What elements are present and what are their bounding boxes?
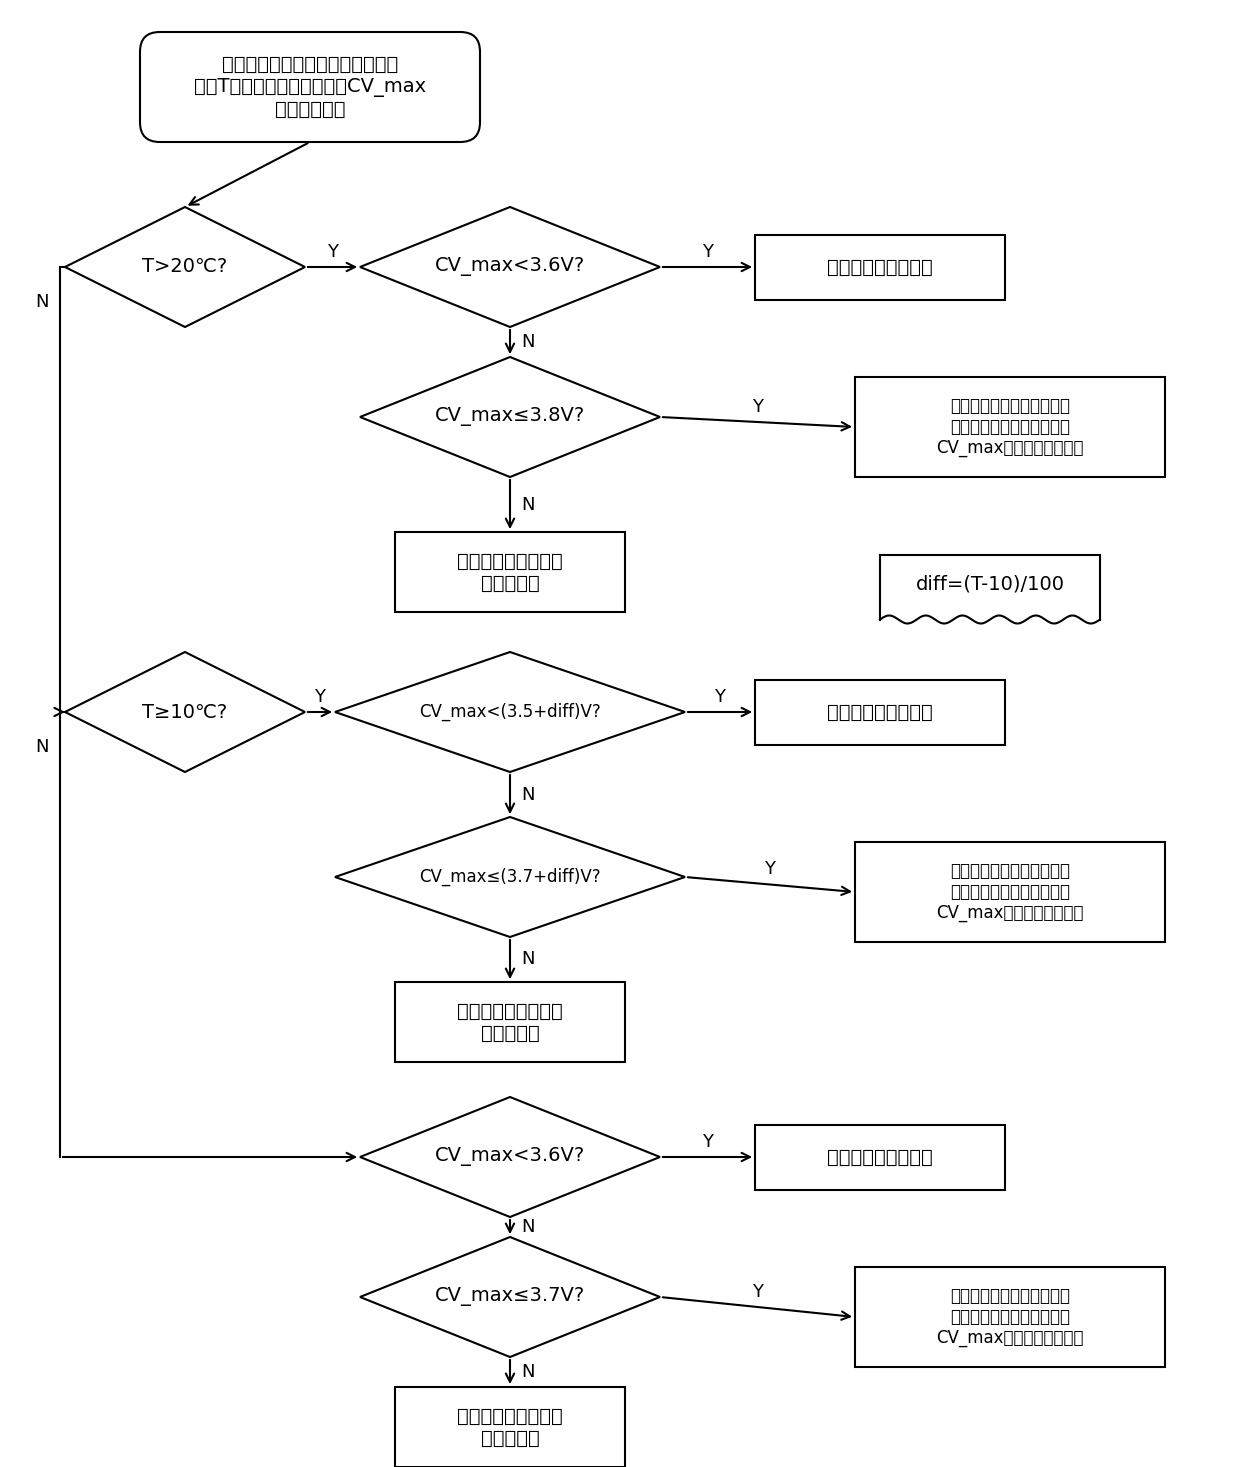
Text: T>20℃?: T>20℃? xyxy=(143,258,228,276)
Polygon shape xyxy=(360,1237,660,1357)
Text: Y: Y xyxy=(751,398,763,417)
Text: N: N xyxy=(35,738,48,756)
Text: N: N xyxy=(35,293,48,311)
Text: 电子控制单元发出限制充电
功率指令，使充电功率随着
CV_max的增大而线性减小: 电子控制单元发出限制充电 功率指令，使充电功率随着 CV_max的增大而线性减小 xyxy=(936,863,1084,921)
Text: 电子控制单元发出限制充电
功率指令，使充电功率随着
CV_max的增大而线性减小: 电子控制单元发出限制充电 功率指令，使充电功率随着 CV_max的增大而线性减小 xyxy=(936,1287,1084,1347)
Text: Y: Y xyxy=(702,1133,713,1152)
Text: N: N xyxy=(521,785,534,804)
Bar xyxy=(396,533,625,612)
Text: N: N xyxy=(521,1218,534,1237)
Bar xyxy=(755,679,1004,744)
Text: Y: Y xyxy=(751,1284,763,1301)
Polygon shape xyxy=(335,651,684,772)
Bar xyxy=(755,235,1004,299)
Bar xyxy=(856,1267,1166,1367)
Bar xyxy=(396,981,625,1062)
Text: Y: Y xyxy=(702,244,713,261)
Text: T≥10℃?: T≥10℃? xyxy=(143,703,228,722)
Polygon shape xyxy=(360,1097,660,1218)
Text: 电子控制单元根据锂电池总成内部
温度T与单体电芯的最大电压CV_max
控制充电功率: 电子控制单元根据锂电池总成内部 温度T与单体电芯的最大电压CV_max 控制充电… xyxy=(193,54,427,119)
Bar xyxy=(755,1125,1004,1190)
Polygon shape xyxy=(335,817,684,937)
Text: 电子控制单元发出限制充电
功率指令，使充电功率随着
CV_max的增大而线性减小: 电子控制单元发出限制充电 功率指令，使充电功率随着 CV_max的增大而线性减小 xyxy=(936,398,1084,456)
Text: 电子控制单元发出停
止充电指令: 电子控制单元发出停 止充电指令 xyxy=(458,1002,563,1043)
Bar xyxy=(856,377,1166,477)
Text: 电子控制单元发出停
止充电指令: 电子控制单元发出停 止充电指令 xyxy=(458,1407,563,1448)
Polygon shape xyxy=(360,356,660,477)
Bar xyxy=(396,1386,625,1467)
FancyBboxPatch shape xyxy=(140,32,480,142)
Text: N: N xyxy=(521,333,534,351)
Text: 电子控制单元不动作: 电子控制单元不动作 xyxy=(827,703,932,722)
Text: Y: Y xyxy=(714,688,725,706)
Text: diff=(T-10)/100: diff=(T-10)/100 xyxy=(915,574,1064,593)
Text: N: N xyxy=(521,951,534,968)
Polygon shape xyxy=(64,207,305,327)
Text: CV_max<(3.5+diff)V?: CV_max<(3.5+diff)V? xyxy=(419,703,601,722)
Polygon shape xyxy=(360,207,660,327)
Polygon shape xyxy=(64,651,305,772)
Text: 电子控制单元不动作: 电子控制单元不动作 xyxy=(827,1147,932,1166)
Text: 电子控制单元发出停
止充电指令: 电子控制单元发出停 止充电指令 xyxy=(458,552,563,593)
Text: CV_max≤3.8V?: CV_max≤3.8V? xyxy=(435,408,585,427)
Text: CV_max<3.6V?: CV_max<3.6V? xyxy=(435,258,585,276)
Text: 电子控制单元不动作: 电子控制单元不动作 xyxy=(827,258,932,276)
Text: Y: Y xyxy=(315,688,325,706)
Bar xyxy=(856,842,1166,942)
Text: CV_max≤3.7V?: CV_max≤3.7V? xyxy=(435,1288,585,1307)
Text: CV_max<3.6V?: CV_max<3.6V? xyxy=(435,1147,585,1166)
Text: Y: Y xyxy=(765,861,775,879)
Text: CV_max≤(3.7+diff)V?: CV_max≤(3.7+diff)V? xyxy=(419,868,601,886)
Text: N: N xyxy=(521,1363,534,1380)
Text: N: N xyxy=(521,496,534,513)
Text: Y: Y xyxy=(327,244,339,261)
